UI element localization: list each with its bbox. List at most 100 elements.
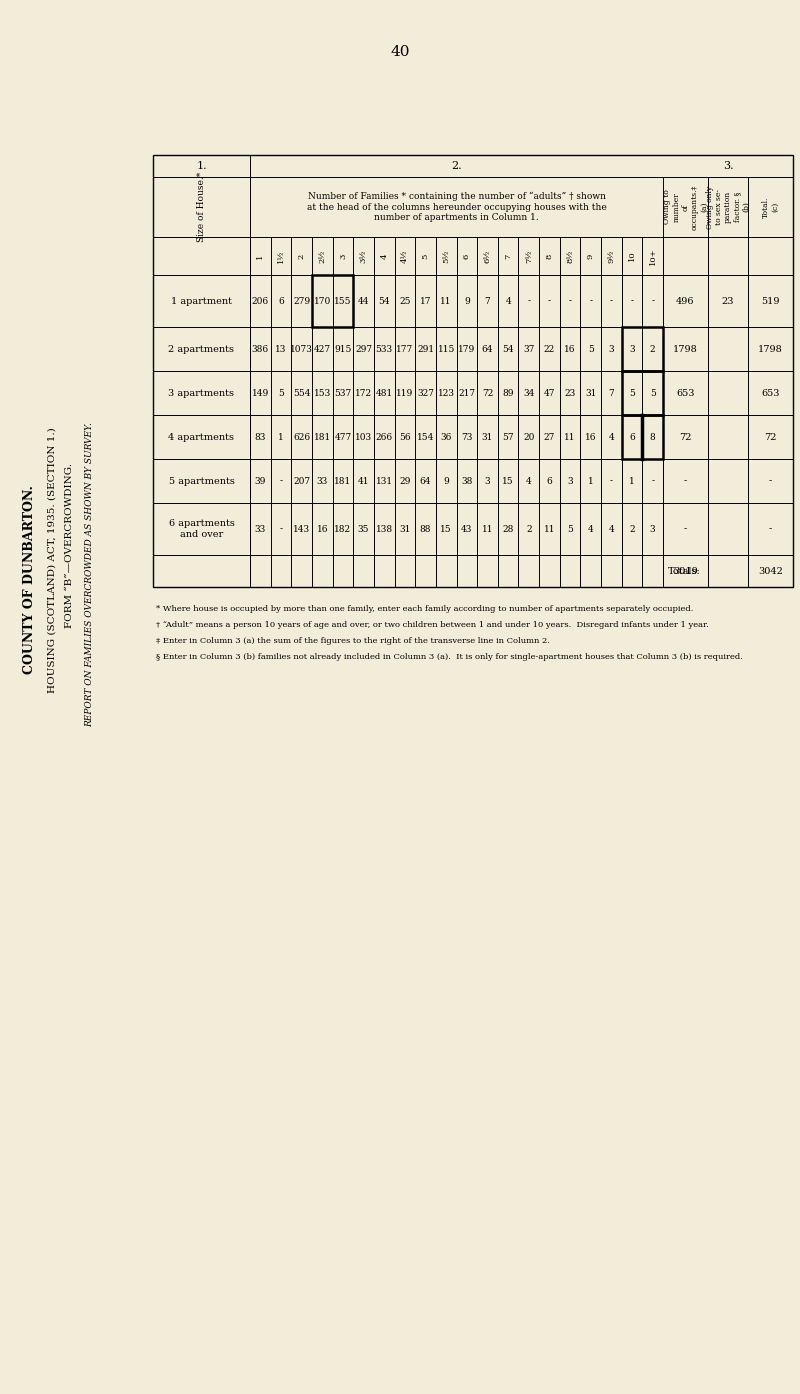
Text: -: -: [630, 297, 634, 305]
Text: 207: 207: [293, 477, 310, 485]
Text: 537: 537: [334, 389, 351, 397]
Text: 39: 39: [254, 477, 266, 485]
Text: 123: 123: [438, 389, 454, 397]
Text: 496: 496: [676, 297, 694, 305]
Text: 1½: 1½: [277, 250, 285, 262]
Text: 15: 15: [440, 524, 452, 534]
Text: 5: 5: [588, 344, 594, 354]
Text: 33: 33: [254, 524, 266, 534]
Text: 4: 4: [506, 297, 511, 305]
Text: 154: 154: [417, 432, 434, 442]
Text: 28: 28: [502, 524, 514, 534]
Text: -: -: [651, 477, 654, 485]
Text: 427: 427: [314, 344, 331, 354]
Text: 626: 626: [293, 432, 310, 442]
Text: 2 apartments: 2 apartments: [169, 344, 234, 354]
Text: 131: 131: [376, 477, 393, 485]
Text: 36: 36: [441, 432, 452, 442]
Text: -: -: [527, 297, 530, 305]
Text: -: -: [610, 477, 613, 485]
Text: 4: 4: [609, 432, 614, 442]
Text: 3 apartments: 3 apartments: [169, 389, 234, 397]
Text: 3: 3: [485, 477, 490, 485]
Text: 5 apartments: 5 apartments: [169, 477, 234, 485]
Text: 88: 88: [420, 524, 431, 534]
Text: 11: 11: [544, 524, 555, 534]
Text: 5: 5: [629, 389, 635, 397]
Text: 11: 11: [564, 432, 576, 442]
Text: * Where house is occupied by more than one family, enter each family according t: * Where house is occupied by more than o…: [156, 605, 694, 613]
Text: COUNTY OF DUNBARTON.: COUNTY OF DUNBARTON.: [23, 485, 37, 675]
Text: 2: 2: [650, 344, 655, 354]
Text: 1: 1: [629, 477, 635, 485]
Text: 6: 6: [629, 432, 635, 442]
Text: Owing to
number
of
occupants.‡
(a): Owing to number of occupants.‡ (a): [663, 184, 708, 230]
Text: 20: 20: [523, 432, 534, 442]
Text: 1798: 1798: [758, 344, 783, 354]
Bar: [312, 275, 354, 328]
Text: 9: 9: [586, 254, 594, 259]
Text: 143: 143: [293, 524, 310, 534]
Text: Owing only
to sex se-
paration
factor. §
(b): Owing only to sex se- paration factor. §…: [706, 185, 750, 229]
Text: 23: 23: [722, 297, 734, 305]
Text: 22: 22: [544, 344, 555, 354]
Text: -: -: [279, 477, 282, 485]
Text: 10+: 10+: [649, 247, 657, 265]
Text: 7: 7: [485, 297, 490, 305]
Text: 8: 8: [650, 432, 655, 442]
Text: 1 apartment: 1 apartment: [171, 297, 232, 305]
Text: 5: 5: [650, 389, 656, 397]
Text: 653: 653: [762, 389, 780, 397]
Text: -: -: [548, 297, 551, 305]
Text: 8½: 8½: [566, 250, 574, 262]
Text: 533: 533: [376, 344, 393, 354]
Text: 17: 17: [420, 297, 431, 305]
Text: 9½: 9½: [607, 250, 615, 262]
Text: Totals:: Totals:: [668, 566, 701, 576]
Text: 38: 38: [461, 477, 473, 485]
Text: 1: 1: [588, 477, 594, 485]
Text: 8: 8: [546, 254, 554, 259]
Text: 115: 115: [438, 344, 455, 354]
Text: 155: 155: [334, 297, 352, 305]
Text: Number of Families * containing the number of “adults” † shown
at the head of th: Number of Families * containing the numb…: [306, 192, 606, 222]
Text: 5: 5: [422, 254, 430, 259]
Text: Total.
(c): Total. (c): [762, 197, 779, 217]
Text: 6: 6: [546, 477, 552, 485]
Text: ‡ Enter in Column 3 (a) the sum of the figures to the right of the transverse li: ‡ Enter in Column 3 (a) the sum of the f…: [156, 637, 550, 645]
Text: 16: 16: [564, 344, 576, 354]
Text: 9: 9: [464, 297, 470, 305]
Text: 4 apartments: 4 apartments: [169, 432, 234, 442]
Text: 15: 15: [502, 477, 514, 485]
Bar: [622, 371, 663, 415]
Text: 2: 2: [630, 524, 635, 534]
Text: 6 apartments
and over: 6 apartments and over: [169, 520, 234, 538]
Text: 64: 64: [482, 344, 494, 354]
Text: 149: 149: [252, 389, 269, 397]
Text: 103: 103: [355, 432, 372, 442]
Text: 5: 5: [278, 389, 284, 397]
Text: 41: 41: [358, 477, 370, 485]
Text: 4½: 4½: [401, 250, 409, 263]
Text: 2.: 2.: [451, 160, 462, 171]
Text: 7: 7: [609, 389, 614, 397]
Text: 89: 89: [502, 389, 514, 397]
Text: 279: 279: [293, 297, 310, 305]
Text: 3: 3: [609, 344, 614, 354]
Text: 29: 29: [399, 477, 410, 485]
Text: 519: 519: [762, 297, 780, 305]
Text: -: -: [651, 297, 654, 305]
Text: 153: 153: [314, 389, 331, 397]
Text: 5: 5: [567, 524, 573, 534]
Text: 386: 386: [252, 344, 269, 354]
Text: -: -: [769, 477, 772, 485]
Text: 172: 172: [355, 389, 372, 397]
Text: 2: 2: [298, 254, 306, 259]
Text: Size of House.*: Size of House.*: [197, 171, 206, 243]
Text: 54: 54: [378, 297, 390, 305]
Text: -: -: [590, 297, 592, 305]
Text: 31: 31: [399, 524, 410, 534]
Text: 31: 31: [482, 432, 493, 442]
Text: -: -: [684, 477, 687, 485]
Bar: [153, 155, 793, 587]
